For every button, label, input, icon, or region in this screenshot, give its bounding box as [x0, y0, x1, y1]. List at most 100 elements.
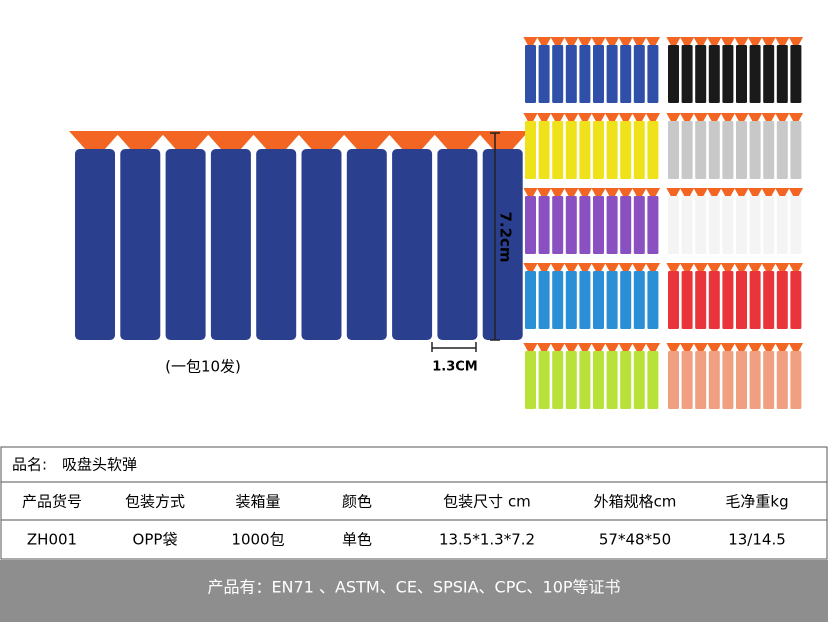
- dart-tip: [550, 343, 565, 351]
- dart-body: [736, 121, 747, 179]
- dart-body: [606, 196, 618, 254]
- dart-tip: [204, 131, 257, 149]
- dart-tip: [747, 263, 763, 271]
- dart-tip: [788, 263, 804, 271]
- dart-tip: [734, 343, 749, 351]
- dart-body: [552, 351, 564, 409]
- dart-body: [606, 121, 618, 179]
- table-header: 包装方式: [125, 493, 185, 511]
- dart-body: [579, 351, 591, 409]
- dart-body: [606, 45, 618, 103]
- dart-body: [525, 45, 536, 103]
- dart-tip: [604, 343, 620, 351]
- dart-tip: [577, 263, 593, 271]
- dart-tip: [788, 113, 804, 121]
- dart-tip: [550, 188, 565, 196]
- table-border: [0, 446, 828, 560]
- length-label: 7.2cm: [497, 211, 515, 262]
- dart-body: [736, 45, 747, 103]
- dart-body: [538, 351, 550, 409]
- dart-tip: [747, 37, 763, 45]
- table-header: 毛净重kg: [725, 493, 788, 511]
- table-cell: 单色: [342, 531, 372, 549]
- dart-body: [708, 45, 720, 103]
- dart-body: [552, 196, 564, 254]
- dart-tip: [679, 343, 695, 351]
- dart-tip: [159, 131, 212, 149]
- dart-body: [695, 351, 707, 409]
- dart-body: [620, 45, 632, 103]
- dart-body: [749, 45, 761, 103]
- dart-body: [593, 45, 604, 103]
- dart-tip: [550, 263, 565, 271]
- dart-body: [668, 45, 679, 103]
- dart-body: [552, 271, 564, 329]
- dart-body: [722, 121, 734, 179]
- dart-tip: [693, 343, 708, 351]
- dart-tip: [645, 188, 661, 196]
- dart-tip: [604, 263, 620, 271]
- dart-body: [695, 45, 707, 103]
- dart-tip: [564, 263, 579, 271]
- dart-tip: [720, 188, 736, 196]
- dart-body: [647, 196, 659, 254]
- dart-body: [776, 271, 788, 329]
- table-header: 包装尺寸 cm: [443, 493, 531, 511]
- dart-tip: [679, 263, 695, 271]
- dart-body: [790, 271, 802, 329]
- dart-body: [593, 196, 604, 254]
- table-header: 装箱量: [235, 493, 280, 511]
- dart-tip: [250, 131, 303, 149]
- table-cell: 1000包: [231, 531, 284, 549]
- dart-body: [749, 121, 761, 179]
- dart-tip: [591, 263, 606, 271]
- dart-tip: [591, 188, 606, 196]
- dart-tip: [536, 113, 552, 121]
- dart-body: [525, 271, 536, 329]
- footer-bar: [0, 560, 828, 622]
- dart-body: [681, 121, 693, 179]
- dart-body: [565, 45, 577, 103]
- dart-tip: [577, 188, 593, 196]
- dart-body: [790, 45, 802, 103]
- dart-body: [695, 271, 707, 329]
- dart-tip: [761, 263, 776, 271]
- dart-body: [538, 121, 550, 179]
- dart-tip: [775, 113, 790, 121]
- dart-tip: [591, 343, 606, 351]
- dart-body: [620, 196, 632, 254]
- dart-body: [668, 351, 679, 409]
- dart-tip: [536, 263, 552, 271]
- dart-tip: [645, 263, 661, 271]
- dart-tip: [564, 37, 579, 45]
- dart-tip: [666, 188, 681, 196]
- dart-tip: [618, 343, 633, 351]
- dart-body: [579, 271, 591, 329]
- dart-tip: [734, 37, 749, 45]
- dart-tip: [788, 188, 804, 196]
- dart-body: [593, 271, 604, 329]
- dart-body: [749, 351, 761, 409]
- dart-tip: [775, 263, 790, 271]
- dart-body: [668, 271, 679, 329]
- dart-tip: [550, 37, 565, 45]
- dart-body: [776, 351, 788, 409]
- dart-body: [681, 271, 693, 329]
- dart-tip: [679, 37, 695, 45]
- dart-body: [538, 196, 550, 254]
- dart-body: [722, 351, 734, 409]
- dart-tip: [591, 37, 606, 45]
- dart-tip: [707, 343, 722, 351]
- dart-body: [790, 351, 802, 409]
- dart-body: [736, 271, 747, 329]
- dart-tip: [720, 113, 736, 121]
- dart-body: [633, 271, 645, 329]
- dart-tip: [476, 131, 529, 149]
- dart-tip: [564, 188, 579, 196]
- dart-body: [668, 121, 679, 179]
- dart-body: [120, 149, 161, 340]
- dart-body: [565, 271, 577, 329]
- dart-tip: [386, 131, 439, 149]
- dart-tip: [114, 131, 167, 149]
